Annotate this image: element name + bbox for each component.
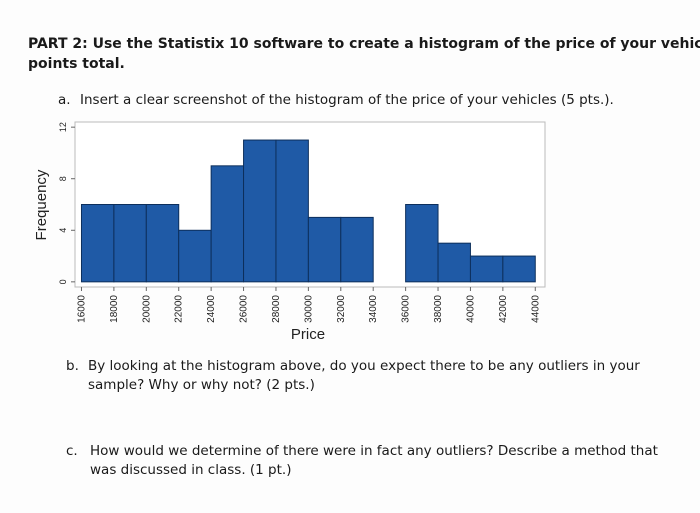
item-text: By looking at the histogram above, do yo… [88, 358, 640, 374]
x-tick-label: 26000 [239, 295, 250, 323]
item-text: Insert a clear screenshot of the histogr… [80, 92, 614, 108]
item-marker: a. [58, 92, 71, 108]
bar [80, 204, 115, 283]
heading: points total. [28, 56, 125, 72]
item-text: sample? Why or why not? (2 pts.) [88, 377, 315, 393]
x-tick-label: 16000 [76, 295, 87, 323]
bar [437, 242, 471, 283]
x-tick-label: 42000 [498, 295, 509, 323]
bar [307, 216, 342, 283]
bar [145, 204, 180, 283]
x-tick-label: 24000 [206, 295, 217, 323]
x-tick-label: 36000 [401, 295, 412, 323]
bar [340, 216, 374, 283]
x-tick-label: 32000 [336, 295, 347, 323]
y-axis-label: Frequency [33, 169, 50, 240]
x-tick-label: 34000 [368, 295, 379, 323]
bar [243, 139, 277, 283]
y-tick-label: 4 [58, 228, 68, 233]
x-tick-label: 22000 [174, 295, 185, 323]
x-tick-label: 30000 [303, 295, 314, 323]
x-tick-label: 20000 [141, 295, 152, 323]
bar [502, 255, 536, 283]
item-text: How would we determine of there were in … [90, 443, 658, 459]
bar [113, 204, 147, 283]
bar [178, 229, 212, 283]
x-axis-label: Price [291, 326, 325, 343]
x-tick-label: 44000 [530, 295, 541, 323]
x-tick-label: 18000 [109, 295, 120, 323]
y-tick-label: 8 [58, 176, 68, 181]
heading: PART 2: Use the Statistix 10 software to… [28, 36, 700, 52]
bar [405, 204, 439, 283]
y-tick-label: 12 [58, 122, 68, 132]
bar [469, 255, 504, 283]
bar [275, 139, 309, 283]
item-marker: b. [66, 358, 79, 374]
bar [210, 165, 245, 283]
item-text: was discussed in class. (1 pt.) [90, 462, 292, 478]
x-tick-label: 28000 [271, 295, 282, 323]
item-marker: c. [66, 443, 78, 459]
x-tick-label: 40000 [465, 295, 476, 323]
y-tick-label: 0 [58, 279, 68, 284]
x-tick-label: 38000 [433, 295, 444, 323]
